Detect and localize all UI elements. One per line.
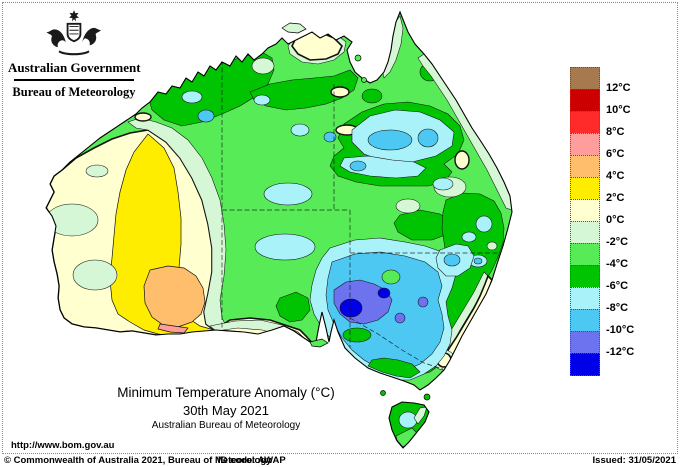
contour-spot <box>443 58 461 74</box>
legend-label: -6°C <box>606 280 629 292</box>
government-title: Australian Government <box>8 60 141 75</box>
region-cold-core-2 <box>377 287 391 299</box>
contour-spot <box>461 231 477 243</box>
legend-label: -8°C <box>606 302 629 314</box>
legend-swatch <box>570 221 600 244</box>
legend-label: 8°C <box>606 126 625 138</box>
header-divider <box>14 79 134 81</box>
legend-label: -4°C <box>606 258 629 270</box>
island-kangaroo <box>309 338 329 348</box>
legend-label: 0°C <box>606 214 625 226</box>
contour-spot <box>46 203 99 237</box>
issued-date: Issued: 31/05/2021 <box>592 455 676 466</box>
coat-of-arms-shapes <box>46 10 102 56</box>
legend-label: 2°C <box>606 192 625 204</box>
bom-url: http://www.bom.gov.au <box>11 440 115 451</box>
legend-swatch <box>570 199 600 222</box>
legend-swatch <box>570 265 600 288</box>
island-mornington <box>361 77 367 83</box>
region-eyre-dark <box>275 291 311 323</box>
legend-labels: 12°C 10°C 8°C 6°C 4°C 2°C 0°C -2°C -4°C -6°C -8°C -… <box>606 68 676 380</box>
contour-spot <box>443 253 461 267</box>
region-wa-orange <box>143 265 206 328</box>
copyright-text: © Commonwealth of Australia 2021, Bureau… <box>4 455 272 466</box>
legend-swatch <box>570 155 600 178</box>
title-block: Minimum Temperature Anomaly (°C) 30th Ma… <box>20 384 432 432</box>
contour-spot <box>46 172 51 188</box>
contour-spot <box>330 86 350 98</box>
legend-swatch <box>570 89 600 112</box>
footer-row: © Commonwealth of Australia 2021, Bureau… <box>0 455 680 467</box>
legend-swatch <box>570 287 600 310</box>
region-nt-dark <box>249 69 359 111</box>
legend-swatch <box>570 67 600 90</box>
contour-spot <box>290 123 310 137</box>
government-header: Australian Government Bureau of Meteorol… <box>8 8 141 100</box>
bureau-title: Bureau of Meteorology <box>12 85 136 99</box>
legend: 12°C 10°C 8°C 6°C 4°C 2°C 0°C -2°C -4°C -6°C -8°C -… <box>570 67 680 380</box>
contour-spot <box>417 128 439 148</box>
legend-swatch <box>570 331 600 354</box>
legend-label: 4°C <box>606 170 625 182</box>
state-borders <box>221 60 504 370</box>
legend-label: -2°C <box>606 236 629 248</box>
island-flinders <box>423 393 431 401</box>
contour-spot <box>181 90 203 104</box>
legend-swatch <box>570 243 600 266</box>
legend-label: 6°C <box>606 148 625 160</box>
border-nsw-vic <box>349 317 444 370</box>
contour-spot <box>394 312 406 324</box>
contour-spot <box>432 177 454 191</box>
island-melville <box>281 22 307 34</box>
legend-swatch <box>570 111 600 134</box>
contour-spot <box>395 198 421 214</box>
map-org: Australian Bureau of Meteorology <box>151 420 301 431</box>
region-qld-south-dark <box>393 209 453 241</box>
contour-spot <box>417 296 429 308</box>
legend-swatch <box>570 177 600 200</box>
contour-spot <box>473 257 483 265</box>
contour-spot <box>342 327 372 343</box>
contour-spot <box>486 241 498 251</box>
contour-spot <box>253 94 271 106</box>
contour-spot <box>475 215 493 233</box>
islands <box>281 22 431 401</box>
region-cold-core <box>339 298 363 318</box>
contour-spot <box>323 131 337 143</box>
island-groote <box>354 54 362 62</box>
coat-of-arms <box>46 10 102 56</box>
island-king <box>380 390 386 396</box>
id-code: ID code: AWAP <box>218 455 286 466</box>
contour-spot <box>353 49 361 55</box>
legend-swatch <box>570 353 600 376</box>
map-title: Minimum Temperature Anomaly (°C) <box>117 385 335 400</box>
contour-spot <box>367 129 413 151</box>
legend-color-scale <box>570 67 600 376</box>
contour-spot <box>72 259 118 291</box>
legend-label: 10°C <box>606 104 631 116</box>
contour-spot <box>251 57 275 75</box>
contour-spot <box>197 109 215 123</box>
contour-spot <box>254 233 316 261</box>
contour-spot <box>85 164 109 178</box>
legend-label: -10°C <box>606 324 635 336</box>
contour-spot <box>134 112 152 122</box>
region-vic-coast-dark <box>367 357 421 379</box>
map-date: 30th May 2021 <box>182 403 269 418</box>
legend-swatch <box>570 133 600 156</box>
mainland-contours <box>46 12 512 390</box>
region-wa-paleband <box>127 117 227 331</box>
contour-spot <box>361 88 383 104</box>
legend-label: 12°C <box>606 82 631 94</box>
contour-spot <box>381 269 401 285</box>
legend-swatch <box>570 309 600 332</box>
contour-spot <box>349 160 367 172</box>
contour-spot <box>263 182 313 206</box>
contour-spot <box>454 150 470 170</box>
legend-label: -12°C <box>606 346 635 358</box>
contour-spot <box>46 205 49 219</box>
